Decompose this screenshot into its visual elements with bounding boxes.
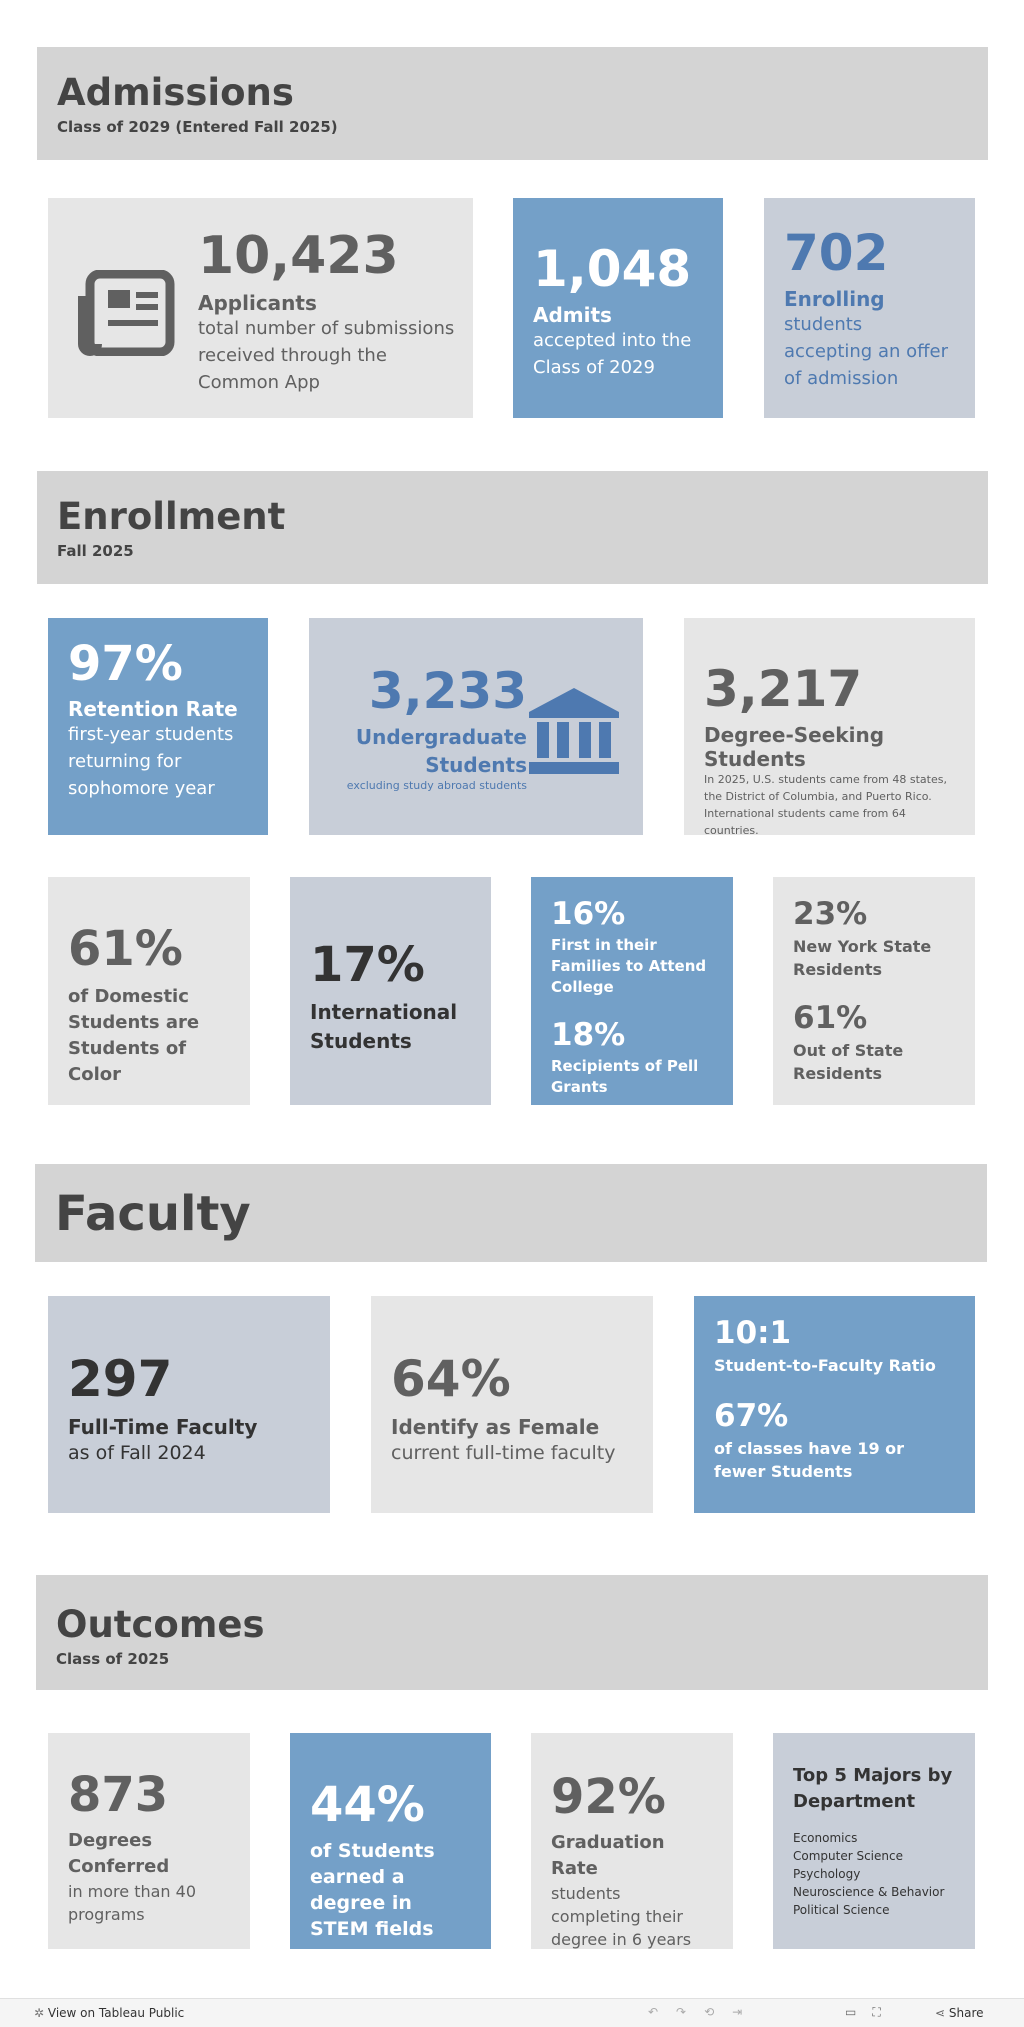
stat-desc: accepted into the Class of 2029 (533, 330, 692, 378)
stat-card: 44% of Students earned a degree in STEM … (290, 1733, 491, 1949)
stat-label: International Students (310, 999, 458, 1053)
stat-value: 61% (68, 921, 183, 977)
stat-card: 10:1 Student-to-Faculty Ratio 67% of cla… (694, 1296, 975, 1513)
stat-desc: first-year students returning for sophom… (68, 723, 234, 799)
stat-value: 3,217 (704, 660, 863, 718)
tableau-link[interactable]: ✲ View on Tableau Public (34, 2006, 185, 2020)
stat-label: Recipients of Pell Grants (551, 1057, 699, 1097)
footer: ✲ View on Tableau Public ↶↷⟲⇥ ▭⛶ ⋖ Share (0, 1998, 1024, 2027)
stat-value: 64% (391, 1350, 511, 1408)
section-subtitle: Class of 2029 (Entered Fall 2025) (57, 118, 338, 136)
section-subtitle: Class of 2025 (56, 1650, 170, 1668)
major-item: Computer Science (793, 1849, 903, 1863)
major-item: Economics (793, 1831, 858, 1845)
stat-label: Undergraduate Students (355, 725, 527, 777)
stat-value: 873 (68, 1767, 169, 1823)
major-item: Political Science (793, 1903, 890, 1917)
stat-card: 3,217 Degree-Seeking Students In 2025, U… (684, 618, 975, 835)
stat-card: 3,233 Undergraduate Students excluding s… (309, 618, 643, 835)
stat-label: Degrees Conferred (68, 1829, 170, 1877)
newspaper-icon (78, 270, 175, 356)
stat-card: 64% Identify as Female current full-time… (371, 1296, 653, 1513)
stat-value: 1,048 (533, 240, 692, 298)
major-item: Neuroscience & Behavior (793, 1885, 945, 1899)
stat-label: First in their Families to Attend Colleg… (551, 936, 707, 997)
major-item: Psychology (793, 1867, 861, 1881)
section-header: Outcomes Class of 2025 (36, 1575, 988, 1690)
stat-desc: current full-time faculty (391, 1442, 616, 1464)
stat-card: 873 Degrees Conferred in more than 40 pr… (48, 1733, 250, 1949)
toolbar-actions[interactable]: ▭⛶ (845, 2005, 897, 2019)
stat-label: Full-Time Faculty (68, 1415, 258, 1439)
stat-desc: total number of submissions received thr… (198, 318, 455, 394)
stat-card: 61% of Domestic Students are Students of… (48, 877, 250, 1105)
link-text[interactable]: View on Tableau Public (47, 2006, 185, 2020)
stat-card: 16% First in their Families to Attend Co… (531, 877, 733, 1105)
section-header: Admissions Class of 2029 (Entered Fall 2… (37, 47, 988, 160)
stat-card: 23% New York State Residents 61% Out of … (773, 877, 975, 1085)
section-header: Enrollment Fall 2025 (37, 471, 988, 584)
stat-label: New York State Residents (793, 937, 932, 980)
section-subtitle: Fall 2025 (57, 542, 134, 560)
stat-card: 10,423 Applicants total number of submis… (48, 198, 473, 418)
stat-label: Out of State Residents (793, 1041, 904, 1084)
section-title: Enrollment (57, 495, 286, 538)
stat-card: 17% International Students (290, 877, 491, 1105)
section-title: Faculty (55, 1186, 251, 1242)
stat-desc: students completing their degree in 6 ye… (551, 1883, 692, 1949)
stat-label: Admits (533, 303, 612, 327)
stat-desc: students accepting an offer of admission (784, 314, 948, 389)
stat-card: 1,048 Admits accepted into the Class of … (513, 198, 723, 418)
stat-label: Applicants (198, 291, 317, 316)
stat-desc: in more than 40 programs (68, 1881, 197, 1924)
stat-value: 61% (793, 1000, 868, 1037)
section-title: Admissions (57, 71, 294, 114)
stat-value: 18% (551, 1017, 626, 1054)
share-text[interactable]: Share (948, 2006, 984, 2020)
section-title: Outcomes (56, 1603, 265, 1646)
stat-card: 297 Full-Time Faculty as of Fall 2024 (48, 1296, 330, 1513)
share-button[interactable]: ⋖ Share (935, 2006, 984, 2020)
majors-list: Economics Computer Science Psychology Neuro… (793, 1829, 955, 1919)
stat-value: 10:1 (714, 1315, 792, 1351)
stat-label: of classes have 19 or fewer Students (714, 1439, 905, 1482)
stat-card: 92% Graduation Rate students completing … (531, 1733, 733, 1949)
stat-note: excluding study abroad students (346, 779, 527, 792)
stat-label: Enrolling (784, 287, 885, 311)
majors-title: Top 5 Majors by Department (793, 1765, 953, 1812)
stat-label: of Students earned a degree in STEM fiel… (310, 1839, 435, 1940)
section-header: Faculty (35, 1164, 987, 1262)
stat-card: 97% Retention Rate first-year students r… (48, 618, 268, 835)
stat-card: Top 5 Majors by Department Economics Comp… (773, 1733, 975, 1949)
stat-value: 702 (784, 224, 889, 282)
stat-value: 3,233 (368, 662, 527, 720)
stat-label: of Domestic Students are Students of Col… (68, 985, 200, 1085)
stat-value: 23% (793, 896, 868, 932)
stat-value: 44% (310, 1777, 425, 1833)
stat-value: 92% (551, 1769, 666, 1825)
stat-label: Degree-Seeking Students (704, 723, 885, 771)
toolbar: ↶↷⟲⇥ (648, 2005, 761, 2019)
stat-value: 16% (551, 896, 626, 932)
stat-label: Identify as Female (391, 1415, 600, 1439)
stat-label: Graduation Rate (551, 1831, 665, 1879)
stat-card: 702 Enrolling students accepting an offe… (764, 198, 975, 418)
stat-value: 10,423 (198, 226, 399, 286)
stat-label: Retention Rate (68, 696, 238, 721)
stat-value: 17% (310, 937, 425, 993)
stat-note: In 2025, U.S. students came from 48 stat… (704, 773, 947, 835)
stat-desc: as of Fall 2024 (68, 1442, 206, 1464)
stat-value: 97% (68, 636, 183, 692)
stat-value: 67% (714, 1398, 789, 1435)
institution-icon (529, 688, 619, 774)
stat-label: Student-to-Faculty Ratio (714, 1356, 936, 1376)
card-bottom (773, 1085, 975, 1105)
stat-value: 297 (68, 1350, 173, 1408)
